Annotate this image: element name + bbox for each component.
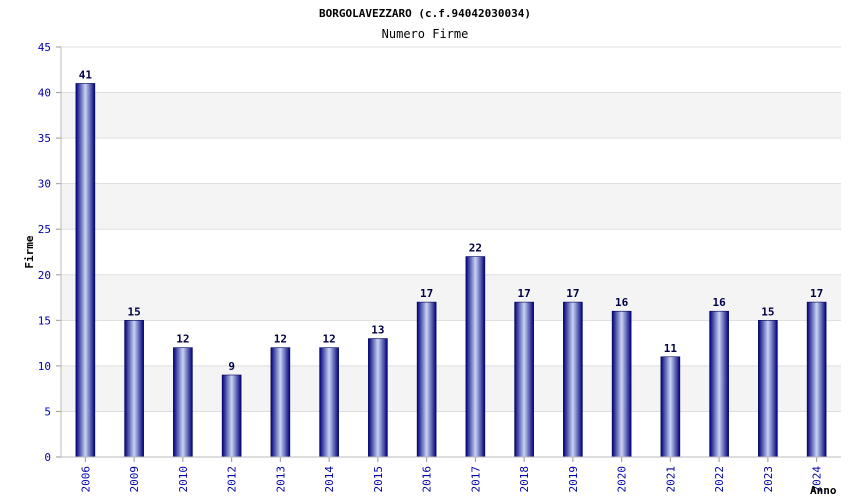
- data-label: 16: [615, 296, 629, 309]
- y-tick-label: 5: [44, 405, 51, 418]
- x-tick-label: 2006: [79, 466, 92, 493]
- data-label: 9: [228, 360, 235, 373]
- bar: [270, 347, 291, 458]
- y-tick-label: 30: [38, 178, 51, 191]
- bar: [465, 256, 486, 458]
- x-tick-label: 2020: [616, 466, 629, 493]
- bar: [758, 320, 778, 458]
- chart-title: BORGOLAVEZZARO (c.f.94042030034): [319, 7, 531, 20]
- y-axis-label: Firme: [23, 235, 36, 268]
- y-tick-label: 10: [38, 360, 51, 373]
- x-tick-label: 2023: [762, 466, 775, 493]
- chart-subtitle: Numero Firme: [382, 27, 469, 41]
- data-label: 12: [176, 333, 189, 346]
- bar: [416, 301, 437, 458]
- x-tick-label: 2016: [421, 466, 434, 493]
- bars: [75, 83, 827, 458]
- data-label: 13: [371, 324, 384, 337]
- data-label: 12: [274, 333, 287, 346]
- bar: [514, 301, 534, 458]
- bar: [806, 301, 827, 458]
- bar: [563, 301, 583, 458]
- data-label: 22: [469, 242, 482, 255]
- x-tick-label: 2018: [518, 466, 531, 493]
- y-tick-label: 35: [38, 132, 51, 145]
- x-tick-label: 2019: [567, 466, 580, 493]
- data-label: 11: [664, 342, 678, 355]
- data-labels: 41 15 12 9 12 12 13 17 22 17 17 16 11 16 15 17: [79, 68, 824, 373]
- x-tick-label: 2024: [811, 466, 824, 493]
- x-axis-ticks: 2006 2009 2010 2012 2013 2014 2015 2016 2017 2018…: [79, 457, 824, 493]
- bar: [368, 338, 388, 458]
- y-tick-label: 45: [38, 41, 51, 54]
- x-tick-label: 2014: [323, 466, 336, 493]
- y-tick-label: 40: [38, 87, 51, 100]
- x-tick-label: 2017: [469, 466, 482, 493]
- data-label: 17: [566, 287, 579, 300]
- x-axis-label: Anno: [810, 484, 837, 497]
- bar: [173, 347, 193, 458]
- grid-band: [61, 92, 841, 139]
- bar: [75, 83, 96, 458]
- x-tick-label: 2012: [226, 466, 239, 493]
- data-label: 15: [128, 305, 141, 318]
- x-tick-label: 2021: [664, 466, 677, 493]
- y-tick-label: 20: [38, 269, 51, 282]
- x-tick-label: 2022: [713, 466, 726, 493]
- data-label: 12: [323, 333, 336, 346]
- bar: [660, 356, 681, 458]
- y-axis-ticks: 0 5 10 15 20 25 30 35 40 45: [38, 41, 61, 464]
- data-label: 15: [761, 305, 774, 318]
- x-tick-label: 2010: [177, 466, 190, 493]
- y-tick-label: 15: [38, 314, 51, 327]
- x-tick-label: 2013: [274, 466, 287, 493]
- data-label: 16: [713, 296, 727, 309]
- grid-band: [61, 183, 841, 230]
- bar: [124, 320, 144, 458]
- x-tick-label: 2015: [372, 466, 385, 493]
- bar: [221, 374, 242, 458]
- x-tick-label: 2009: [128, 466, 141, 493]
- bar: [319, 347, 339, 458]
- bar: [709, 310, 729, 458]
- bar: [611, 310, 632, 458]
- data-label: 17: [518, 287, 531, 300]
- data-label: 17: [810, 287, 823, 300]
- y-tick-label: 0: [44, 451, 51, 464]
- y-tick-label: 25: [38, 223, 51, 236]
- data-label: 41: [79, 68, 93, 81]
- data-label: 17: [420, 287, 433, 300]
